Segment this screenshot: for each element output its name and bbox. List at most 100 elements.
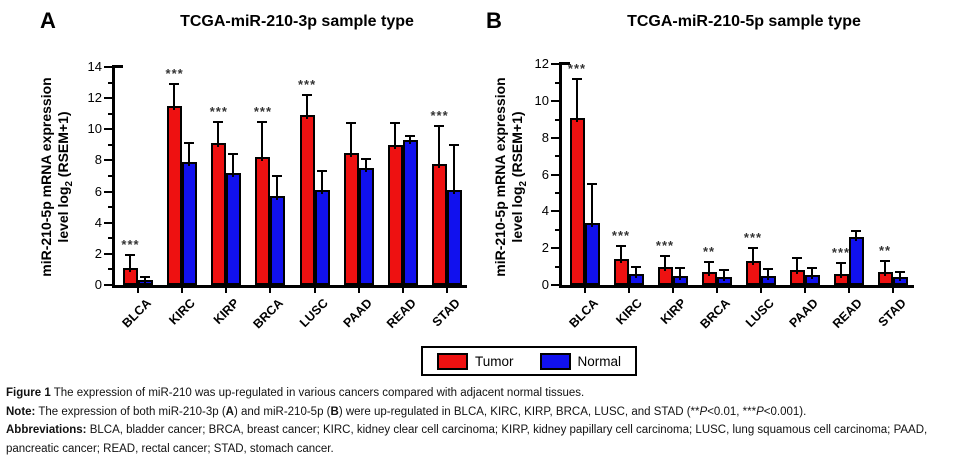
- panel-b-y-tick: [551, 173, 559, 176]
- errorbar-stem-normal-blca: [590, 183, 593, 227]
- errorbar-cap-normal-kirp: [674, 267, 685, 270]
- bar-tumor-brca: [255, 157, 271, 285]
- significance-kirc: ***: [165, 66, 184, 82]
- panel-b-y-tick-label: 8: [541, 129, 549, 145]
- panel-b-letter: B: [486, 8, 502, 33]
- errorbar-stem-normal-paad: [364, 158, 367, 173]
- bar-tumor-kirc: [167, 105, 183, 285]
- panel-b-y-tick: [555, 192, 559, 195]
- errorbar-cap-normal-lusc: [316, 170, 327, 173]
- text-segment: 2: [63, 181, 75, 187]
- errorbar-cap-tumor-lusc: [747, 247, 758, 250]
- errorbar-stem-tumor-read: [393, 123, 396, 149]
- errorbar-stem-normal-stad: [453, 144, 456, 194]
- errorbar-cap-normal-paad: [806, 266, 817, 269]
- errorbar-stem-normal-lusc: [320, 171, 323, 194]
- legend-label-normal: Normal: [577, 353, 622, 369]
- errorbar-stem-tumor-kirp: [663, 255, 666, 271]
- panel-b-x-tick: [847, 288, 850, 293]
- errorbar-cap-normal-stad: [894, 271, 905, 274]
- panel-a-title: TCGA-miR-210-3p sample type: [180, 13, 414, 30]
- panel-b-y-axis-top-tick: [562, 62, 570, 66]
- panel-a-y-axis: [112, 65, 115, 288]
- bar-normal-stad: [447, 190, 463, 285]
- errorbar-cap-tumor-kirp: [659, 254, 670, 257]
- panel-a-y-tick: [104, 128, 112, 131]
- errorbar-stem-tumor-lusc: [305, 95, 308, 120]
- bar-tumor-lusc: [299, 115, 315, 285]
- panel-b-y-axis: [559, 62, 562, 288]
- panel-a-y-tick-label: 8: [94, 152, 102, 168]
- errorbar-stem-tumor-paad: [795, 258, 798, 275]
- errorbar-stem-normal-kirp: [232, 154, 235, 177]
- panel-b-y-tick: [555, 118, 559, 121]
- errorbar-cap-normal-stad: [449, 143, 460, 146]
- legend: Tumor Normal: [421, 346, 638, 376]
- text-segment: BLCA, bladder cancer; BRCA, breast cance…: [6, 424, 928, 455]
- text-segment: Figure 1: [6, 387, 51, 399]
- panel-a-y-tick: [108, 143, 112, 146]
- errorbar-stem-normal-lusc: [766, 269, 769, 280]
- errorbar-cap-tumor-paad: [791, 257, 802, 260]
- panel-a-x-tick: [137, 288, 139, 293]
- caption-abbreviations-line: Abbreviations: BLCA, bladder cancer; BRC…: [6, 421, 956, 458]
- text-segment: B: [330, 405, 339, 418]
- panel-b-y-tick: [555, 81, 559, 84]
- text-segment: level log: [54, 186, 71, 243]
- figure-caption: Figure 1 The expression of miR-210 was u…: [6, 384, 956, 458]
- errorbar-cap-tumor-kirc: [169, 83, 180, 86]
- bar-tumor-read: [387, 144, 403, 285]
- text-segment: A: [225, 405, 234, 418]
- errorbar-cap-tumor-read: [389, 122, 400, 125]
- errorbar-cap-normal-kirc: [184, 142, 195, 145]
- panel-a-y-tick: [108, 206, 112, 209]
- legend-swatch-tumor-icon: [437, 352, 468, 370]
- bar-normal-read: [402, 140, 418, 285]
- panel-b-x-tick: [759, 288, 762, 293]
- errorbar-stem-tumor-kirc: [619, 246, 622, 264]
- panel-b-x-tick: [715, 288, 718, 293]
- panel-a-x-tick: [225, 288, 228, 293]
- errorbar-cap-tumor-blca: [125, 254, 135, 257]
- y-axis-label-line: miR-210-5p mRNA expression: [492, 27, 509, 327]
- errorbar-cap-normal-blca: [586, 182, 597, 185]
- text-segment: <0.01, ***: [707, 405, 757, 418]
- panel-b-x-tick: [671, 288, 674, 293]
- panel-b-y-tick-label: 6: [541, 166, 549, 182]
- bar-normal-kirc: [182, 161, 198, 285]
- errorbar-cap-normal-paad: [360, 157, 371, 160]
- panel-a-y-axis-top-tick: [115, 65, 123, 69]
- errorbar-stem-tumor-blca: [129, 255, 131, 272]
- errorbar-stem-normal-brca: [276, 176, 279, 201]
- bar-normal-kirp: [226, 172, 242, 285]
- panel-a-x-tick: [181, 288, 184, 293]
- panel-a-y-tick: [108, 268, 112, 271]
- bar-normal-paad: [358, 168, 374, 285]
- errorbar-stem-normal-brca: [722, 270, 725, 281]
- bar-normal-lusc: [314, 190, 330, 285]
- errorbar-cap-normal-read: [850, 229, 861, 232]
- errorbar-stem-normal-kirc: [634, 266, 637, 278]
- text-segment: ) were up-regulated in BLCA, KIRC, KIRP,…: [338, 405, 700, 418]
- text-segment: 2: [517, 181, 529, 187]
- errorbar-cap-normal-brca: [272, 175, 283, 177]
- errorbar-stem-tumor-kirc: [173, 84, 176, 110]
- errorbar-stem-normal-read: [854, 230, 857, 242]
- legend-item-normal: Normal: [539, 352, 622, 370]
- text-segment: <0.001).: [763, 405, 807, 418]
- panel-a-x-tick: [357, 288, 360, 293]
- errorbar-stem-tumor-stad: [438, 126, 441, 168]
- panel-a-y-tick: [108, 112, 112, 115]
- panel-a-y-tick: [104, 252, 112, 255]
- panel-b-y-tick-label: 12: [534, 56, 549, 72]
- errorbar-cap-tumor-paad: [345, 122, 356, 125]
- panel-a-y-tick: [104, 97, 112, 100]
- errorbar-cap-tumor-blca: [571, 78, 582, 81]
- panel-b-x-axis: [559, 285, 914, 288]
- significance-blca: ***: [121, 237, 140, 253]
- errorbar-cap-normal-blca: [140, 276, 150, 279]
- errorbar-stem-tumor-paad: [349, 123, 352, 157]
- errorbar-cap-tumor-kirp: [213, 120, 224, 123]
- y-axis-label-line: miR-210-5p mRNA expression: [38, 27, 55, 327]
